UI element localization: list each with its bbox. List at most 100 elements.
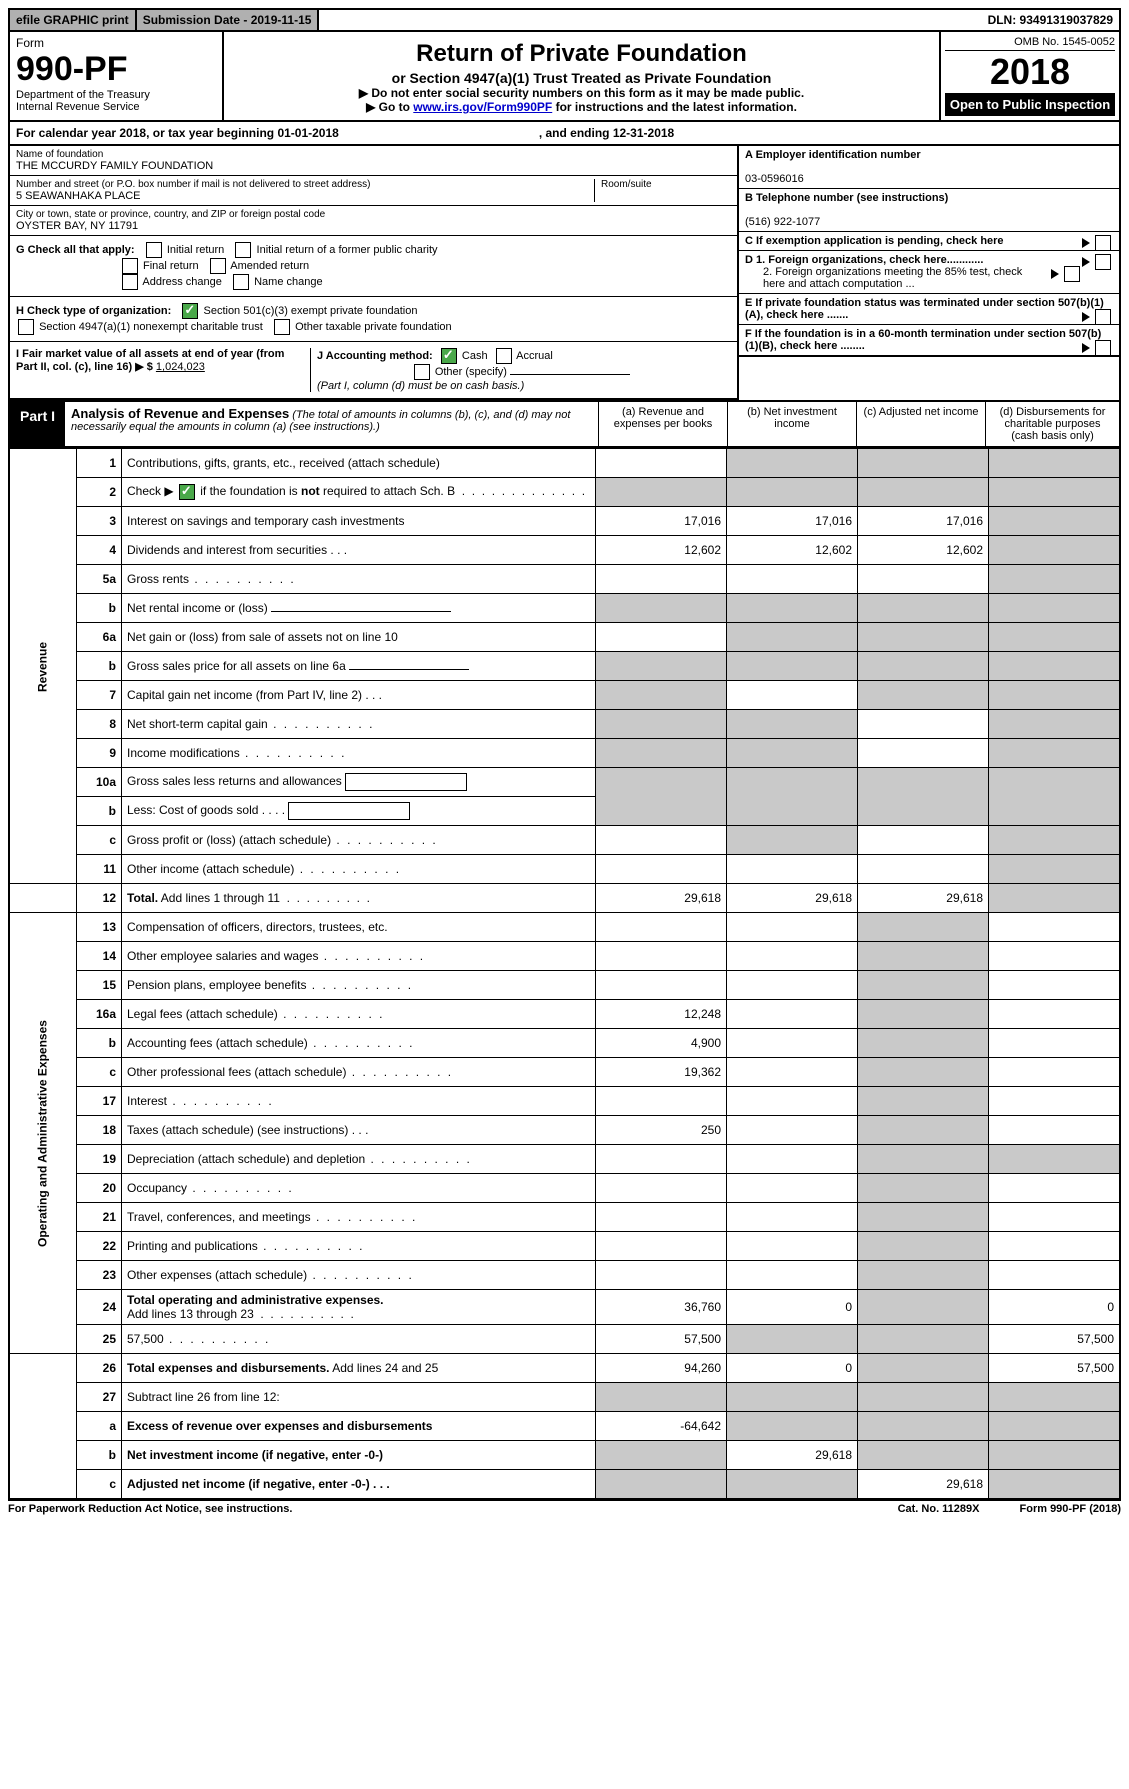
section-h: H Check type of organization: Section 50…	[10, 297, 737, 342]
foundation-name-row: Name of foundation THE MCCURDY FAMILY FO…	[10, 146, 737, 176]
ck-address-change[interactable]	[122, 274, 138, 290]
j-note: (Part I, column (d) must be on cash basi…	[317, 380, 524, 392]
section-e: E If private foundation status was termi…	[739, 294, 1119, 325]
efile-button[interactable]: efile GRAPHIC print	[10, 10, 137, 30]
table-row: 19Depreciation (attach schedule) and dep…	[9, 1145, 1120, 1174]
ck-accrual[interactable]	[496, 348, 512, 364]
form-word: Form	[16, 36, 216, 50]
table-row: 17Interest	[9, 1087, 1120, 1116]
dln: DLN: 93491319037829	[982, 10, 1119, 30]
tax-year: 2018	[945, 51, 1115, 93]
fmv-value: 1,024,023	[156, 361, 205, 373]
phone-value: (516) 922-1077	[745, 216, 820, 228]
ck-501c3[interactable]	[182, 303, 198, 319]
street-address: 5 SEAWANHAKA PLACE	[16, 190, 594, 202]
city-state-zip: OYSTER BAY, NY 11791	[16, 220, 731, 232]
part-1-title: Analysis of Revenue and Expenses (The to…	[65, 402, 598, 446]
table-row: 23Other expenses (attach schedule)	[9, 1261, 1120, 1290]
table-row: 4Dividends and interest from securities …	[9, 536, 1120, 565]
ck-d1[interactable]	[1095, 254, 1111, 270]
footer-left: For Paperwork Reduction Act Notice, see …	[8, 1503, 292, 1515]
irs: Internal Revenue Service	[16, 101, 216, 113]
ck-sch-b[interactable]	[179, 484, 195, 500]
ck-other-method[interactable]	[414, 364, 430, 380]
ck-c[interactable]	[1095, 235, 1111, 251]
section-d: D 1. Foreign organizations, check here..…	[739, 251, 1119, 294]
ck-4947[interactable]	[18, 319, 34, 335]
arrow-icon	[1082, 238, 1090, 248]
omb-number: OMB No. 1545-0052	[945, 36, 1115, 51]
section-ij: I Fair market value of all assets at end…	[10, 342, 737, 400]
table-row: 12Total. Add lines 1 through 11 . . . . …	[9, 884, 1120, 913]
table-row: 11Other income (attach schedule)	[9, 855, 1120, 884]
header-right: OMB No. 1545-0052 2018 Open to Public In…	[939, 32, 1119, 120]
table-row: 18Taxes (attach schedule) (see instructi…	[9, 1116, 1120, 1145]
section-f: F If the foundation is in a 60-month ter…	[739, 325, 1119, 357]
table-row: bNet investment income (if negative, ent…	[9, 1441, 1120, 1470]
header-center: Return of Private Foundation or Section …	[224, 32, 939, 120]
table-row: 22Printing and publications	[9, 1232, 1120, 1261]
ein-value: 03-0596016	[745, 173, 804, 185]
table-row: 7Capital gain net income (from Part IV, …	[9, 681, 1120, 710]
table-row: 9Income modifications	[9, 739, 1120, 768]
table-row: 2557,50057,50057,500	[9, 1325, 1120, 1354]
table-row: 24Total operating and administrative exp…	[9, 1290, 1120, 1325]
table-row: 5aGross rents	[9, 565, 1120, 594]
section-g: G Check all that apply: Initial return I…	[10, 236, 737, 297]
col-b-header: (b) Net investment income	[727, 402, 856, 446]
table-row: Operating and Administrative Expenses 13…	[9, 913, 1120, 942]
footer-right: Form 990-PF (2018)	[1020, 1503, 1122, 1515]
section-c: C If exemption application is pending, c…	[739, 232, 1119, 251]
room-label: Room/suite	[601, 179, 731, 190]
irs-link[interactable]: www.irs.gov/Form990PF	[413, 100, 552, 114]
phone-row: B Telephone number (see instructions) (5…	[739, 189, 1119, 232]
ck-cash[interactable]	[441, 348, 457, 364]
address-row: Number and street (or P.O. box number if…	[10, 176, 737, 206]
footer-catno: Cat. No. 11289X	[898, 1503, 980, 1515]
table-row: 16aLegal fees (attach schedule)12,248	[9, 1000, 1120, 1029]
table-row: 21Travel, conferences, and meetings	[9, 1203, 1120, 1232]
instr-2: ▶ Go to www.irs.gov/Form990PF for instru…	[230, 100, 933, 114]
ck-initial-return[interactable]	[146, 242, 162, 258]
cal-year-2: , and ending 12-31-2018	[539, 126, 674, 140]
top-bar: efile GRAPHIC print Submission Date - 20…	[8, 8, 1121, 32]
col-a-header: (a) Revenue and expenses per books	[598, 402, 727, 446]
ein-row: A Employer identification number 03-0596…	[739, 146, 1119, 189]
arrow-icon	[1082, 343, 1090, 353]
submission-date: Submission Date - 2019-11-15	[137, 10, 320, 30]
table-row: Revenue 1Contributions, gifts, grants, e…	[9, 449, 1120, 478]
table-row: 14Other employee salaries and wages	[9, 942, 1120, 971]
table-row: bGross sales price for all assets on lin…	[9, 652, 1120, 681]
table-row: aExcess of revenue over expenses and dis…	[9, 1412, 1120, 1441]
form-header: Form 990-PF Department of the Treasury I…	[8, 32, 1121, 122]
table-row: 6aNet gain or (loss) from sale of assets…	[9, 623, 1120, 652]
info-block: Name of foundation THE MCCURDY FAMILY FO…	[8, 146, 1121, 400]
cal-year-1: For calendar year 2018, or tax year begi…	[16, 126, 339, 140]
table-row: 3Interest on savings and temporary cash …	[9, 507, 1120, 536]
arrow-icon	[1051, 269, 1059, 279]
col-d-header: (d) Disbursements for charitable purpose…	[985, 402, 1119, 446]
header-left: Form 990-PF Department of the Treasury I…	[10, 32, 224, 120]
ck-e[interactable]	[1095, 309, 1111, 325]
ck-amended-return[interactable]	[210, 258, 226, 274]
ck-name-change[interactable]	[233, 274, 249, 290]
table-row: 10aGross sales less returns and allowanc…	[9, 768, 1120, 797]
page-footer: For Paperwork Reduction Act Notice, see …	[8, 1500, 1121, 1515]
table-row: bNet rental income or (loss)	[9, 594, 1120, 623]
table-row: 27Subtract line 26 from line 12:	[9, 1383, 1120, 1412]
table-row: cAdjusted net income (if negative, enter…	[9, 1470, 1120, 1500]
ck-initial-former[interactable]	[235, 242, 251, 258]
arrow-icon	[1082, 312, 1090, 322]
expenses-side-label: Operating and Administrative Expenses	[9, 913, 77, 1354]
dept: Department of the Treasury	[16, 89, 216, 101]
instr-1: ▶ Do not enter social security numbers o…	[230, 86, 933, 100]
part-1-table: Revenue 1Contributions, gifts, grants, e…	[8, 448, 1121, 1500]
table-row: 15Pension plans, employee benefits	[9, 971, 1120, 1000]
col-c-header: (c) Adjusted net income	[856, 402, 985, 446]
table-row: 8Net short-term capital gain	[9, 710, 1120, 739]
ck-final-return[interactable]	[122, 258, 138, 274]
ck-d2[interactable]	[1064, 266, 1080, 282]
ck-other-taxable[interactable]	[274, 319, 290, 335]
ck-f[interactable]	[1095, 340, 1111, 356]
info-right: A Employer identification number 03-0596…	[737, 146, 1119, 400]
